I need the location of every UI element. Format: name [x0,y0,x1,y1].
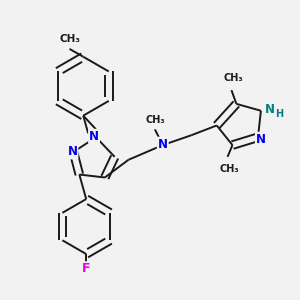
Text: N: N [158,138,168,151]
Text: N: N [265,103,275,116]
Text: CH₃: CH₃ [220,164,239,174]
Text: CH₃: CH₃ [224,74,243,83]
Text: CH₃: CH₃ [59,34,80,44]
Text: CH₃: CH₃ [145,115,165,124]
Text: N: N [256,133,266,146]
Text: H: H [274,109,283,119]
Text: N: N [68,146,77,158]
Text: F: F [82,262,91,275]
Text: N: N [89,130,99,143]
